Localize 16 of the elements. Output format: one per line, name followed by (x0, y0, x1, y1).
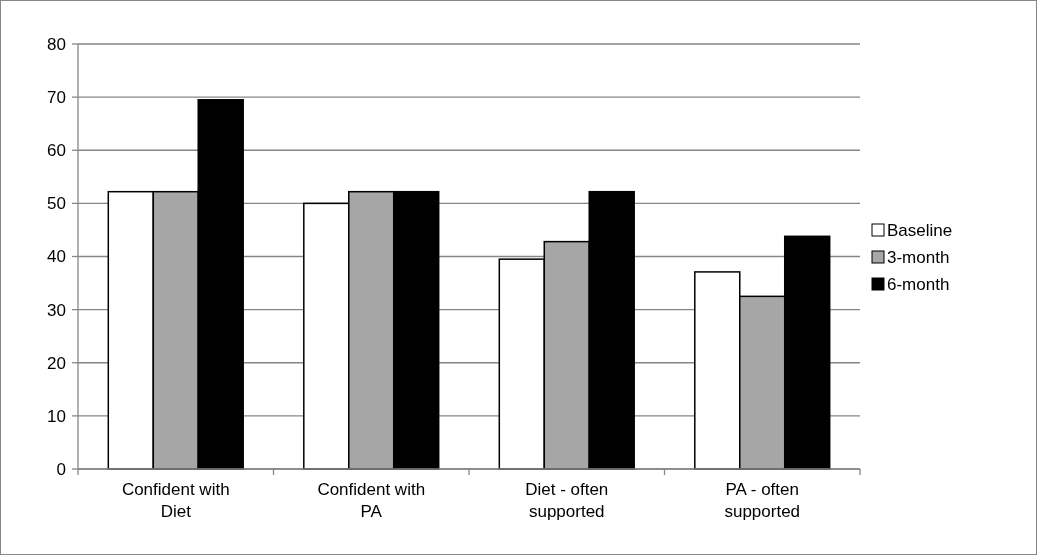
y-tick-label: 60 (47, 141, 66, 161)
y-tick-label: 30 (47, 300, 66, 320)
x-tick-label: Confident with Diet (121, 480, 230, 521)
x-tick-label: Diet - often supported (525, 480, 609, 521)
x-tick-label: PA - often supported (724, 480, 801, 521)
y-tick-label: 80 (47, 34, 66, 54)
y-tick-label: 0 (56, 459, 66, 479)
y-tick-label: 50 (47, 194, 66, 214)
y-tick-label: 10 (47, 406, 66, 426)
y-tick-label: 40 (47, 247, 66, 267)
legend-label: Baseline (887, 220, 953, 240)
y-tick-label: 20 (47, 353, 66, 373)
legend-label: 6-month (887, 274, 950, 294)
y-tick-label: 70 (47, 88, 66, 108)
x-tick-label: Confident with PA (317, 480, 426, 521)
legend-label: 3-month (887, 247, 950, 267)
